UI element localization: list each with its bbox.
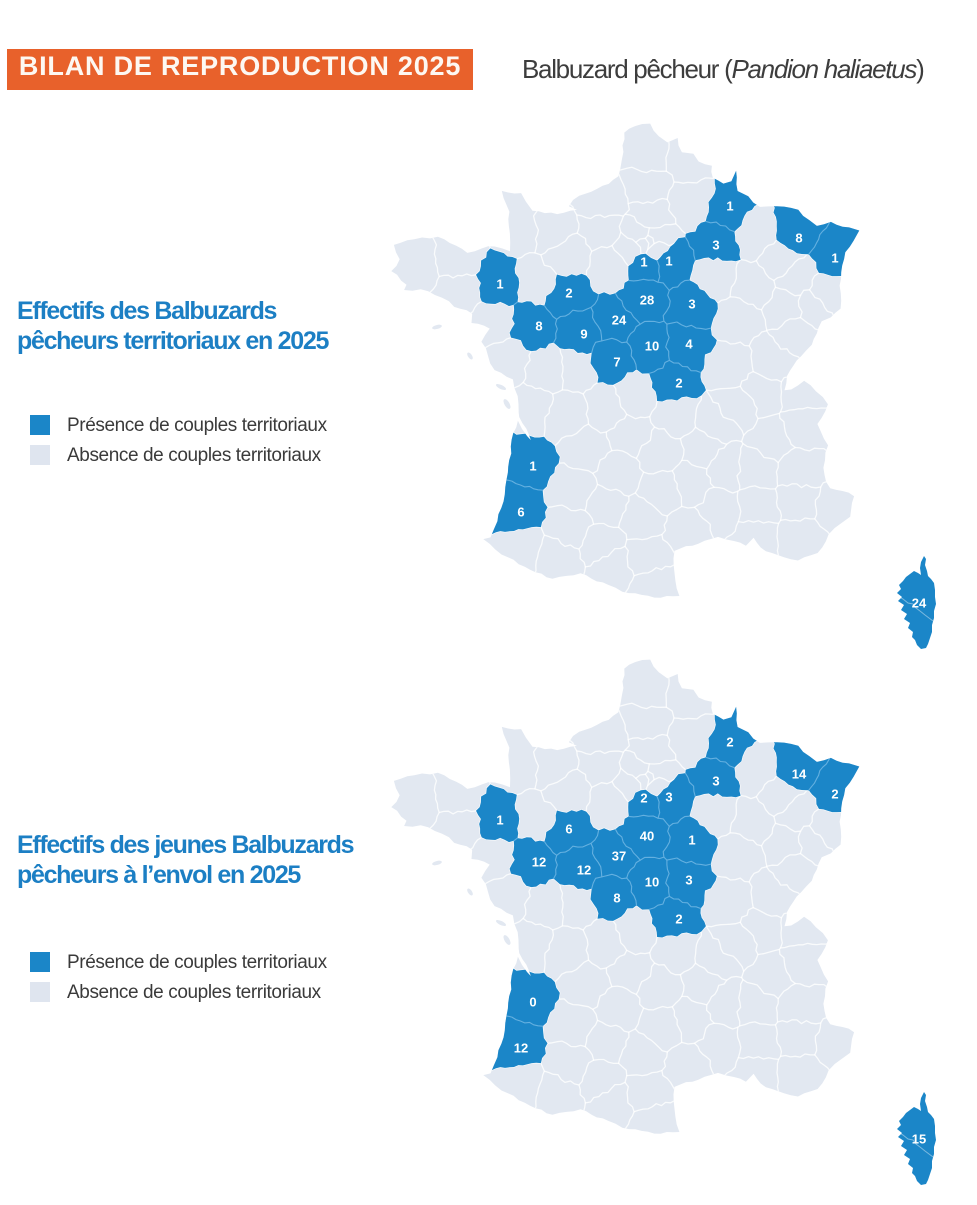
svg-text:6: 6 [565,822,572,837]
svg-text:1: 1 [831,251,838,266]
svg-text:2: 2 [640,791,647,806]
svg-text:12: 12 [577,863,591,878]
svg-text:2: 2 [675,912,682,927]
svg-text:1: 1 [529,459,536,474]
svg-text:37: 37 [612,849,626,864]
svg-text:3: 3 [712,238,719,253]
svg-text:1: 1 [726,199,733,214]
svg-text:1: 1 [496,813,503,828]
svg-text:7: 7 [613,355,620,370]
svg-text:2: 2 [675,376,682,391]
svg-text:3: 3 [685,873,692,888]
svg-text:14: 14 [792,767,807,782]
svg-text:2: 2 [565,286,572,301]
svg-text:2: 2 [831,787,838,802]
svg-text:8: 8 [795,231,802,246]
svg-text:3: 3 [712,774,719,789]
svg-text:1: 1 [496,277,503,292]
svg-text:24: 24 [612,313,627,328]
svg-text:1: 1 [688,833,695,848]
svg-text:40: 40 [640,829,654,844]
svg-text:28: 28 [640,293,654,308]
svg-text:4: 4 [685,337,693,352]
svg-text:0: 0 [529,995,536,1010]
svg-text:12: 12 [514,1041,528,1056]
svg-text:10: 10 [645,339,659,354]
svg-text:12: 12 [532,855,546,870]
svg-text:15: 15 [912,1132,926,1147]
svg-text:8: 8 [535,319,542,334]
svg-text:3: 3 [688,297,695,312]
svg-text:6: 6 [517,505,524,520]
svg-text:1: 1 [665,254,672,269]
svg-text:9: 9 [580,327,587,342]
svg-text:1: 1 [640,255,647,270]
svg-text:3: 3 [665,790,672,805]
svg-text:2: 2 [726,735,733,750]
svg-text:24: 24 [912,596,927,611]
svg-text:10: 10 [645,875,659,890]
svg-text:8: 8 [613,891,620,906]
